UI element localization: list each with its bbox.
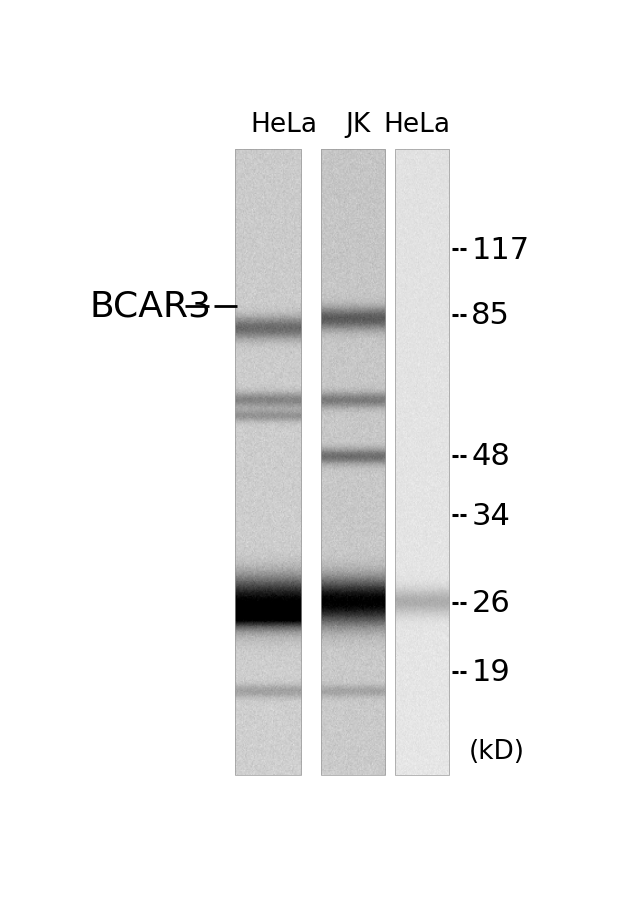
- Text: 48: 48: [471, 442, 510, 471]
- Bar: [321, 150, 385, 775]
- Text: HeLa: HeLa: [384, 112, 451, 137]
- Text: BCAR3: BCAR3: [89, 290, 211, 323]
- Text: 19: 19: [471, 658, 510, 686]
- Text: (kD): (kD): [469, 738, 525, 764]
- Bar: [235, 150, 301, 775]
- Bar: [395, 150, 449, 775]
- Text: HeLa: HeLa: [251, 112, 317, 137]
- Text: 34: 34: [471, 502, 510, 530]
- Text: 85: 85: [471, 301, 510, 330]
- Text: JK: JK: [345, 112, 371, 137]
- Text: 117: 117: [471, 235, 530, 264]
- Text: 26: 26: [471, 589, 510, 618]
